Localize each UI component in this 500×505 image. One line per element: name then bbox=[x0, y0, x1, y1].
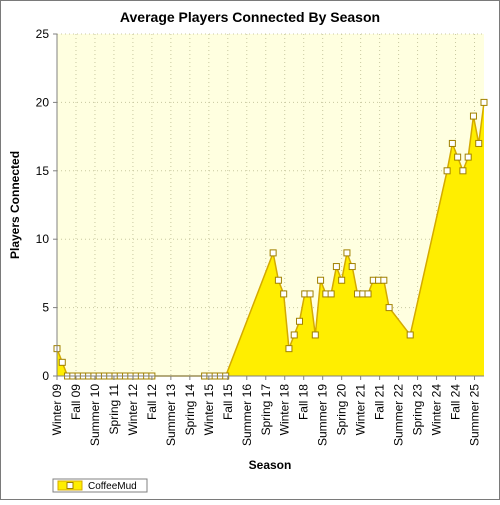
data-point-marker bbox=[469, 112, 477, 120]
data-point-marker bbox=[317, 276, 325, 284]
x-tick-label: Summer 16 bbox=[240, 384, 254, 446]
x-tick-label: Summer 10 bbox=[88, 384, 102, 446]
data-point-marker bbox=[269, 249, 277, 257]
y-axis-ticks: 0 5 10 15 20 25 bbox=[36, 27, 57, 383]
x-tick-label: Spring 17 bbox=[259, 384, 273, 436]
x-axis-title: Season bbox=[249, 458, 292, 472]
x-tick-label: Fall 21 bbox=[373, 384, 387, 420]
y-tick-label: 0 bbox=[42, 369, 49, 383]
x-tick-label: Fall 15 bbox=[221, 384, 235, 420]
data-point-marker bbox=[295, 317, 303, 325]
x-tick-label: Summer 25 bbox=[468, 384, 482, 446]
data-point-marker bbox=[58, 358, 66, 366]
x-tick-label: Winter 15 bbox=[202, 384, 216, 436]
data-point-marker bbox=[311, 331, 319, 339]
data-point-marker bbox=[385, 304, 393, 312]
legend-label: CoffeeMud bbox=[88, 481, 137, 492]
data-point-marker bbox=[464, 153, 472, 161]
data-point-marker bbox=[480, 98, 488, 106]
y-axis-title: Players Connected bbox=[8, 151, 22, 259]
data-point-marker bbox=[443, 167, 451, 175]
data-point-marker bbox=[290, 331, 298, 339]
legend: CoffeeMud bbox=[52, 478, 148, 493]
chart-title: Average Players Connected By Season bbox=[120, 9, 380, 25]
axes bbox=[56, 34, 484, 377]
x-axis-ticks: Winter 09 Fall 09 Summer 10 Spring 11 Winter… bbox=[50, 376, 482, 446]
legend-marker bbox=[66, 482, 74, 489]
data-point-marker bbox=[338, 276, 346, 284]
x-tick-label: Winter 24 bbox=[430, 384, 444, 436]
y-tick-label: 5 bbox=[42, 301, 49, 315]
x-tick-label: Winter 21 bbox=[354, 384, 368, 436]
y-tick-label: 15 bbox=[36, 164, 50, 178]
data-point-marker bbox=[448, 139, 456, 147]
y-tick-label: 25 bbox=[36, 27, 50, 41]
x-tick-label: Winter 09 bbox=[50, 384, 64, 436]
x-tick-label: Fall 12 bbox=[145, 384, 159, 420]
data-point-marker bbox=[274, 276, 282, 284]
x-tick-label: Fall 24 bbox=[449, 384, 463, 420]
x-tick-label: Spring 11 bbox=[107, 384, 121, 435]
x-tick-label: Spring 14 bbox=[183, 384, 197, 436]
x-tick-label: Winter 12 bbox=[126, 384, 140, 436]
x-tick-label: Summer 22 bbox=[392, 384, 406, 446]
data-point-marker bbox=[285, 345, 293, 353]
x-tick-label: Fall 09 bbox=[69, 384, 83, 420]
x-tick-label: Summer 19 bbox=[316, 384, 330, 446]
data-point-marker bbox=[306, 290, 314, 298]
x-tick-label: Spring 23 bbox=[411, 384, 425, 436]
x-tick-label: Spring 20 bbox=[335, 384, 349, 436]
x-tick-label: Fall 18 bbox=[297, 384, 311, 420]
y-tick-label: 20 bbox=[36, 95, 50, 109]
data-point-marker bbox=[380, 276, 388, 284]
x-tick-label: Winter 18 bbox=[278, 384, 292, 436]
data-point-marker bbox=[406, 331, 414, 339]
data-point-marker bbox=[280, 290, 288, 298]
y-tick-label: 10 bbox=[36, 232, 50, 246]
data-point-marker bbox=[348, 263, 356, 271]
data-point-marker bbox=[475, 139, 483, 147]
data-point-marker bbox=[459, 167, 467, 175]
x-tick-label: Summer 13 bbox=[164, 384, 178, 446]
data-point-marker bbox=[332, 263, 340, 271]
series-area-fill bbox=[57, 102, 484, 377]
data-point-marker bbox=[327, 290, 335, 298]
data-point-marker bbox=[364, 290, 372, 298]
data-point-marker bbox=[454, 153, 462, 161]
data-point-marker bbox=[343, 249, 351, 257]
